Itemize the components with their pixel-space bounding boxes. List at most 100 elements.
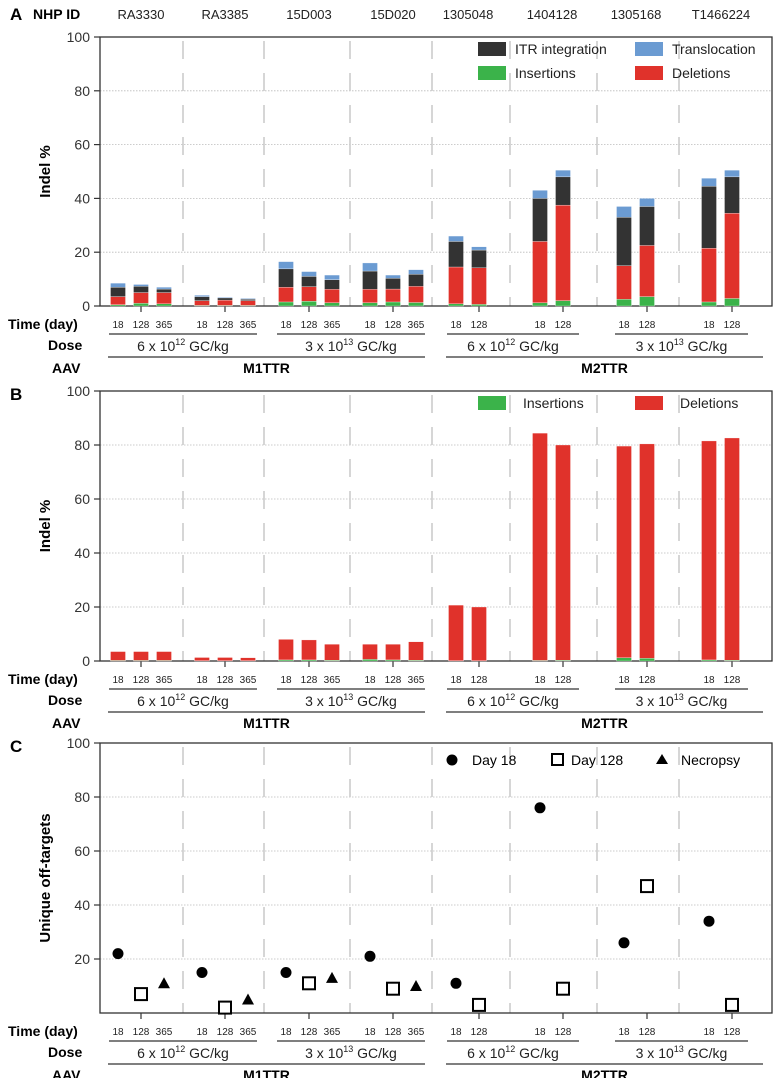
bar-translocation [532, 190, 548, 199]
bar-deletions [156, 292, 172, 304]
y-tick-label: 40 [74, 897, 90, 913]
time-label: 128 [471, 320, 488, 331]
dose-unit: GC/kg [684, 693, 728, 709]
point-day-18 [450, 977, 462, 989]
dose-label: 6 x 1012 GC/kg [467, 692, 559, 709]
point-necropsy [410, 980, 422, 991]
dose-base: 6 x 10 [467, 338, 505, 354]
dose-label: 3 x 1013 GC/kg [636, 1044, 728, 1061]
bar-insertions [532, 302, 548, 307]
time-label: 128 [301, 320, 318, 331]
time-label: 128 [639, 675, 656, 686]
bar-translocation [701, 178, 717, 187]
aav-row-label: AAV [52, 360, 81, 376]
bar-insertions [724, 298, 740, 307]
dose-unit: GC/kg [684, 1045, 728, 1061]
time-label: 128 [217, 675, 234, 686]
bar-itr-integration [156, 288, 172, 293]
bar-deletions [110, 296, 126, 305]
bar-deletions [555, 444, 571, 661]
time-label: 18 [534, 1027, 546, 1038]
time-label: 128 [133, 1027, 150, 1038]
bar-insertions [701, 659, 717, 662]
bar-translocation [301, 271, 317, 277]
bar-itr-integration [301, 276, 317, 287]
bar-deletions [217, 657, 233, 661]
time-label: 128 [555, 1027, 572, 1038]
bar-deletions [408, 286, 424, 303]
dose-row-label: Dose [48, 1044, 82, 1060]
time-label: 18 [618, 320, 630, 331]
bar-deletions [110, 651, 126, 661]
legend-circle-icon [446, 754, 458, 766]
bar-deletions [217, 299, 233, 306]
y-tick-label: 0 [82, 653, 90, 669]
bar-deletions [724, 213, 740, 299]
nhp-id: 15D003 [286, 7, 332, 22]
point-day-18 [280, 967, 292, 978]
dose-label: 6 x 1012 GC/kg [137, 1044, 229, 1061]
time-label: 365 [408, 675, 425, 686]
aav-label: M2TTR [581, 1067, 628, 1078]
bar-translocation [385, 274, 401, 279]
legend-swatch-deletions [635, 396, 663, 410]
y-tick-label: 60 [74, 491, 90, 507]
plot-frame [99, 742, 773, 1014]
bar-deletions [639, 443, 655, 659]
bar-itr-integration [217, 297, 233, 301]
aav-row-label: AAV [52, 1067, 81, 1078]
dose-label: 6 x 1012 GC/kg [137, 337, 229, 354]
dose-label: 6 x 1012 GC/kg [467, 1044, 559, 1061]
dose-exponent: 12 [505, 337, 515, 347]
dose-label: 3 x 1013 GC/kg [305, 1044, 397, 1061]
bar-deletions [448, 604, 464, 661]
bar-itr-integration [324, 279, 340, 290]
aav-label: M1TTR [243, 360, 290, 376]
bar-insertions [362, 659, 378, 662]
time-label: 18 [112, 320, 124, 331]
dose-base: 3 x 10 [305, 1045, 343, 1061]
point-day-128 [134, 987, 148, 1002]
bar-insertions [448, 303, 464, 307]
bar-insertions [301, 301, 317, 307]
dose-label: 6 x 1012 GC/kg [137, 692, 229, 709]
bar-itr-integration [194, 296, 210, 301]
bar-translocation [724, 170, 740, 178]
aav-label: M2TTR [581, 715, 628, 731]
aav-label: M2TTR [581, 360, 628, 376]
dose-base: 6 x 10 [137, 338, 175, 354]
panel-label-a: A [10, 5, 22, 24]
bar-deletions [133, 651, 149, 661]
aav-label: M1TTR [243, 715, 290, 731]
time-label: 18 [450, 320, 462, 331]
dose-base: 3 x 10 [636, 1045, 674, 1061]
bar-deletions [278, 287, 294, 303]
time-label: 18 [534, 675, 546, 686]
legend-swatch-insertions [478, 396, 506, 410]
dose-exponent: 12 [175, 692, 185, 702]
bar-deletions [278, 639, 294, 661]
bar-deletions [324, 644, 340, 661]
dose-unit: GC/kg [515, 693, 559, 709]
bar-itr-integration [448, 241, 464, 268]
bar-itr-integration [240, 299, 256, 301]
time-label: 128 [217, 320, 234, 331]
dose-exponent: 12 [505, 692, 515, 702]
aav-label: M1TTR [243, 1067, 290, 1078]
dose-exponent: 12 [175, 1044, 185, 1054]
y-tick-label: 100 [67, 29, 91, 45]
time-label: 18 [280, 675, 292, 686]
bar-deletions [301, 286, 317, 302]
y-tick-label: 20 [74, 951, 90, 967]
dose-base: 3 x 10 [305, 693, 343, 709]
time-label: 128 [555, 320, 572, 331]
bar-deletions [724, 437, 740, 661]
legend: ITR integration Translocation Insertions De… [478, 41, 756, 81]
bar-deletions [385, 644, 401, 661]
time-label: 128 [217, 1027, 234, 1038]
legend-square-icon [551, 753, 564, 766]
time-label: 128 [724, 1027, 741, 1038]
bar-insertions [156, 303, 172, 307]
dose-base: 6 x 10 [467, 693, 505, 709]
